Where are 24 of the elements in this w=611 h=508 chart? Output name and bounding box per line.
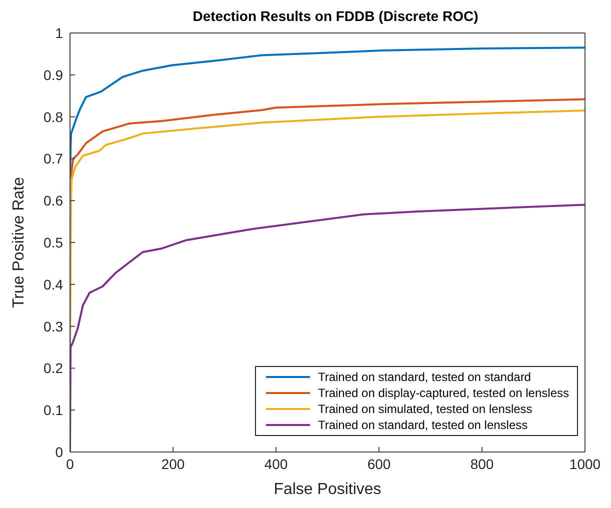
legend-label: Trained on standard, tested on standard [318,369,531,385]
y-tick-label: 0.4 [44,276,64,292]
x-tick-label: 0 [66,456,74,472]
y-tick-label: 0.2 [44,360,64,376]
y-tick-label: 0.9 [44,66,64,83]
y-tick-label: 0 [55,444,64,460]
x-axis-title: False Positives [274,481,382,498]
legend-label: Trained on display-captured, tested on lensless [318,385,569,401]
x-tick-label: 200 [161,456,185,472]
x-tick-label: 400 [264,456,288,472]
y-tick-label: 0.8 [44,108,64,125]
y-tick-label: 0.7 [44,150,64,167]
x-tick-label: 800 [470,456,494,472]
y-tick-label: 0.3 [44,318,64,334]
y-tick-label: 1 [55,24,64,41]
legend-label: Trained on standard, tested on lensless [318,417,528,433]
chart-title: Detection Results on FDDB (Discrete ROC) [192,8,480,26]
y-tick-label: 0.1 [44,402,64,418]
x-tick-label: 1000 [569,456,601,472]
x-tick-label: 600 [367,456,391,472]
y-tick-label: 0.6 [44,192,64,209]
y-axis-title: True Positive Rate [10,176,28,308]
y-tick-label: 0.5 [44,234,64,250]
legend-label: Trained on simulated, tested on lensless [318,401,532,417]
